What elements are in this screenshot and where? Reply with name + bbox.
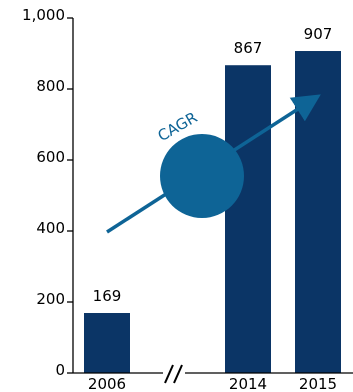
data-label: 867 [234,39,263,57]
y-tick-label: 0 [55,361,65,379]
axis-break-stroke [173,364,183,384]
cagr-annotation: CAGR [106,94,321,234]
axis-break-gap [163,371,185,375]
data-label: 907 [304,25,333,43]
x-axis-labels: 2006 2014 2015 [88,375,337,392]
y-axis: 0 200 400 600 800 1,000 [22,6,74,379]
bar [84,313,130,373]
data-labels: 169 867 907 [93,25,333,305]
x-tick-label: 2015 [299,375,337,392]
axis-break-stroke [164,364,174,384]
y-tick-label: 200 [36,290,65,308]
y-tick-label: 600 [36,148,65,166]
bar [295,51,341,373]
y-tick-label: 400 [36,219,65,237]
y-tick-label: 1,000 [22,6,65,24]
cagr-circle [160,134,244,218]
x-tick-label: 2006 [88,375,126,392]
data-label: 169 [93,287,122,305]
bar [225,65,271,373]
y-tick-label: 800 [36,77,65,95]
axis-break-symbol [163,364,185,384]
x-tick-label: 2014 [229,375,267,392]
